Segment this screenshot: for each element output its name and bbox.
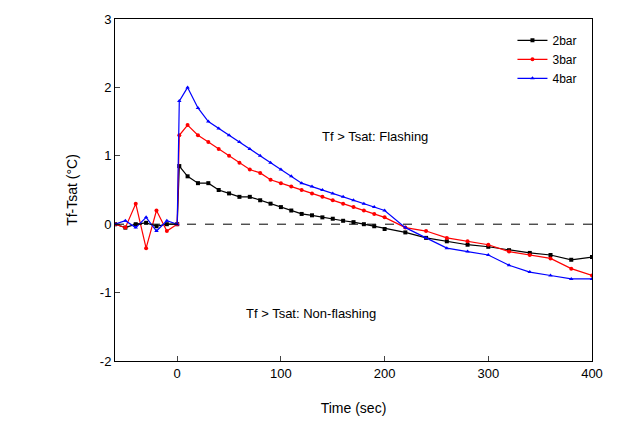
svg-text:300: 300	[477, 366, 499, 381]
svg-text:1: 1	[104, 148, 111, 163]
svg-text:0: 0	[174, 366, 181, 381]
svg-text:400: 400	[581, 366, 603, 381]
svg-text:-1: -1	[100, 285, 112, 300]
svg-text:0: 0	[104, 217, 111, 232]
svg-text:200: 200	[374, 366, 396, 381]
svg-text:3: 3	[104, 12, 111, 27]
svg-text:3bar: 3bar	[552, 53, 576, 67]
svg-text:Tf > Tsat: Non-flashing: Tf > Tsat: Non-flashing	[246, 306, 376, 321]
svg-text:Tf > Tsat: Flashing: Tf > Tsat: Flashing	[322, 129, 428, 144]
svg-text:2: 2	[104, 80, 111, 95]
svg-text:Tf-Tsat (°C): Tf-Tsat (°C)	[64, 154, 80, 226]
svg-text:4bar: 4bar	[552, 72, 576, 86]
svg-text:Time (sec): Time (sec)	[321, 400, 387, 416]
svg-text:100: 100	[270, 366, 292, 381]
svg-text:-2: -2	[100, 354, 112, 369]
svg-text:2bar: 2bar	[552, 34, 576, 48]
